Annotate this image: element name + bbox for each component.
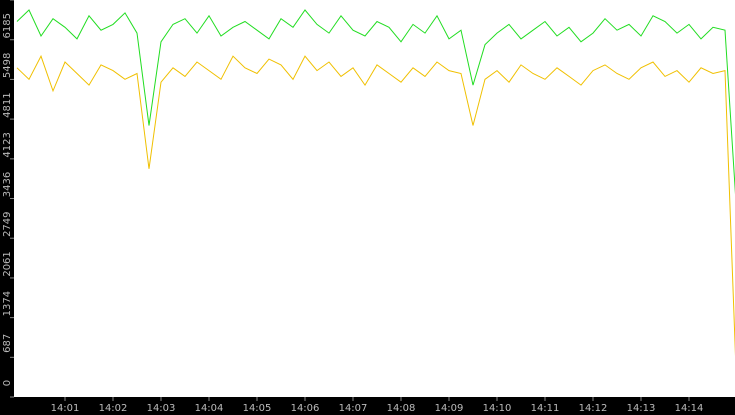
x-tick-label: 14:02 bbox=[99, 403, 128, 414]
x-tick-label: 14:10 bbox=[483, 403, 512, 414]
x-tick-label: 14:08 bbox=[387, 403, 416, 414]
x-tick-label: 14:05 bbox=[243, 403, 272, 414]
x-tick-label: 14:13 bbox=[627, 403, 656, 414]
plot-area bbox=[14, 0, 735, 397]
y-tick-label: 6185 bbox=[2, 13, 13, 38]
y-tick-label: 2749 bbox=[2, 211, 13, 236]
y-tick-label: 2061 bbox=[2, 251, 13, 276]
series-line bbox=[16, 54, 735, 357]
series-line bbox=[16, 9, 735, 195]
x-tick-label: 14:01 bbox=[51, 403, 80, 414]
x-tick-label: 14:06 bbox=[291, 403, 320, 414]
x-tick-label: 14:03 bbox=[147, 403, 176, 414]
x-tick-label: 14:14 bbox=[675, 403, 704, 414]
y-tick-label: 5498 bbox=[2, 53, 13, 78]
y-tick-label: 3436 bbox=[2, 172, 13, 197]
x-tick-label: 14:12 bbox=[579, 403, 608, 414]
x-tick-label: 14:11 bbox=[531, 403, 560, 414]
x-tick-label: 14:07 bbox=[339, 403, 368, 414]
x-tick-label: 14:04 bbox=[195, 403, 224, 414]
y-tick-label: 1374 bbox=[2, 291, 13, 316]
y-tick-label: 4123 bbox=[2, 132, 13, 157]
y-tick-label: 0 bbox=[2, 380, 13, 386]
y-tick-label: 4811 bbox=[2, 92, 13, 117]
y-tick-label: 687 bbox=[2, 334, 13, 353]
x-tick-label: 14:09 bbox=[435, 403, 464, 414]
